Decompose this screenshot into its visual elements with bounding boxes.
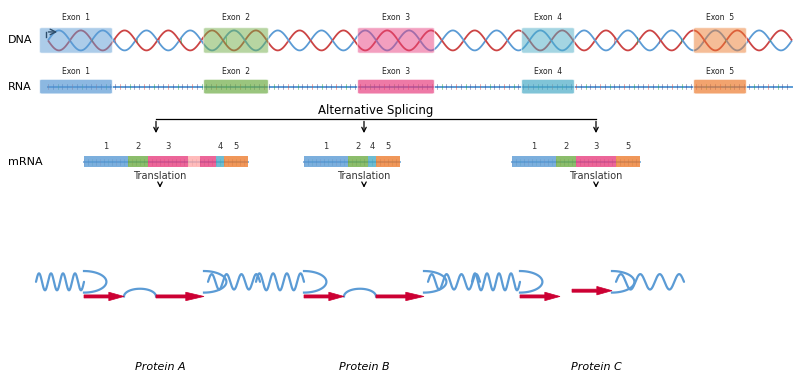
Text: 2: 2 [563, 142, 569, 151]
Text: Protein A: Protein A [134, 362, 186, 372]
FancyBboxPatch shape [358, 79, 434, 94]
FancyBboxPatch shape [694, 79, 746, 94]
Text: mRNA: mRNA [8, 157, 42, 167]
FancyBboxPatch shape [39, 79, 112, 94]
Text: Exon  5: Exon 5 [706, 67, 734, 76]
Polygon shape [376, 292, 424, 301]
Polygon shape [520, 292, 560, 301]
Polygon shape [84, 292, 124, 301]
Bar [348, 156, 368, 167]
FancyBboxPatch shape [203, 79, 269, 94]
Text: 1: 1 [323, 142, 329, 151]
Text: 4: 4 [370, 142, 374, 151]
Bar [148, 156, 188, 167]
Text: DNA: DNA [8, 35, 33, 45]
Text: Protein B: Protein B [338, 362, 390, 372]
Bar [376, 156, 400, 167]
Bar [84, 156, 128, 167]
Text: Translation: Translation [338, 171, 390, 181]
Text: 4: 4 [218, 142, 222, 151]
Bar [368, 156, 376, 167]
Text: Alternative Splicing: Alternative Splicing [318, 104, 434, 117]
Text: 2: 2 [135, 142, 141, 151]
FancyBboxPatch shape [522, 79, 574, 94]
FancyBboxPatch shape [522, 28, 574, 53]
Text: Protein C: Protein C [570, 362, 622, 372]
Bar [616, 156, 640, 167]
Text: Exon  4: Exon 4 [534, 67, 562, 76]
Text: Exon  1: Exon 1 [62, 13, 90, 22]
Text: 1: 1 [103, 142, 109, 151]
Text: Exon  3: Exon 3 [382, 13, 410, 22]
Bar [512, 156, 556, 167]
Text: Exon  2: Exon 2 [222, 13, 250, 22]
Text: Exon  4: Exon 4 [534, 13, 562, 22]
Text: Exon  5: Exon 5 [706, 13, 734, 22]
Text: Exon  2: Exon 2 [222, 67, 250, 76]
Polygon shape [304, 292, 344, 301]
Text: 3: 3 [594, 142, 598, 151]
FancyBboxPatch shape [203, 28, 269, 53]
Bar [304, 156, 348, 167]
Bar [556, 156, 576, 167]
Text: RNA: RNA [8, 82, 32, 92]
FancyBboxPatch shape [39, 28, 112, 53]
Text: 2: 2 [355, 142, 361, 151]
FancyBboxPatch shape [694, 28, 746, 53]
Text: Translation: Translation [570, 171, 622, 181]
Polygon shape [156, 292, 204, 301]
Bar [128, 156, 148, 167]
Text: 5: 5 [626, 142, 630, 151]
Bar [200, 156, 216, 167]
Text: Exon  3: Exon 3 [382, 67, 410, 76]
Bar [216, 156, 224, 167]
Text: 3: 3 [166, 142, 170, 151]
Text: Translation: Translation [134, 171, 186, 181]
Polygon shape [572, 286, 612, 295]
Text: 1: 1 [531, 142, 537, 151]
Bar [576, 156, 616, 167]
Text: Exon  1: Exon 1 [62, 67, 90, 76]
Text: 5: 5 [386, 142, 390, 151]
Bar [224, 156, 248, 167]
Text: 5: 5 [234, 142, 238, 151]
Bar [188, 156, 200, 167]
FancyBboxPatch shape [358, 28, 434, 53]
